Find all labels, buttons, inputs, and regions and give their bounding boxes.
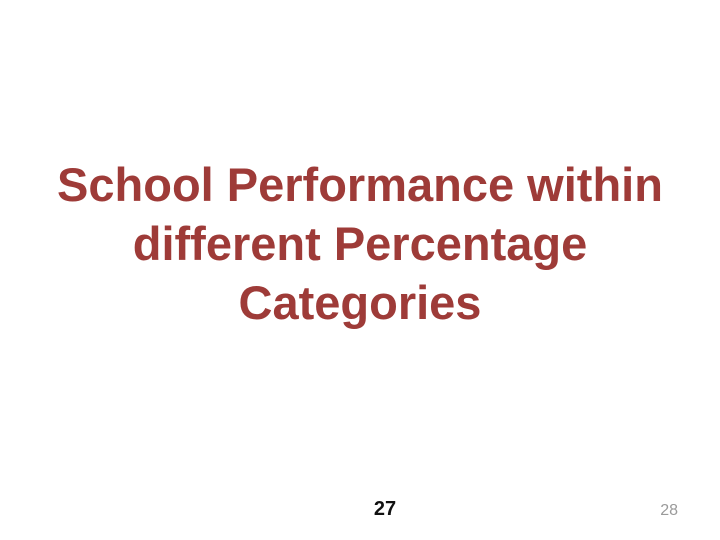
page-indicator: 28	[660, 502, 678, 519]
slide-title-line-2: different Percentage	[132, 217, 588, 270]
slide-title-line-3: Categories	[238, 276, 482, 329]
slide-title: School Performance within different Perc…	[0, 155, 720, 332]
slide-title-line-1: School Performance within	[57, 158, 663, 211]
slide-number: 27	[373, 498, 397, 520]
